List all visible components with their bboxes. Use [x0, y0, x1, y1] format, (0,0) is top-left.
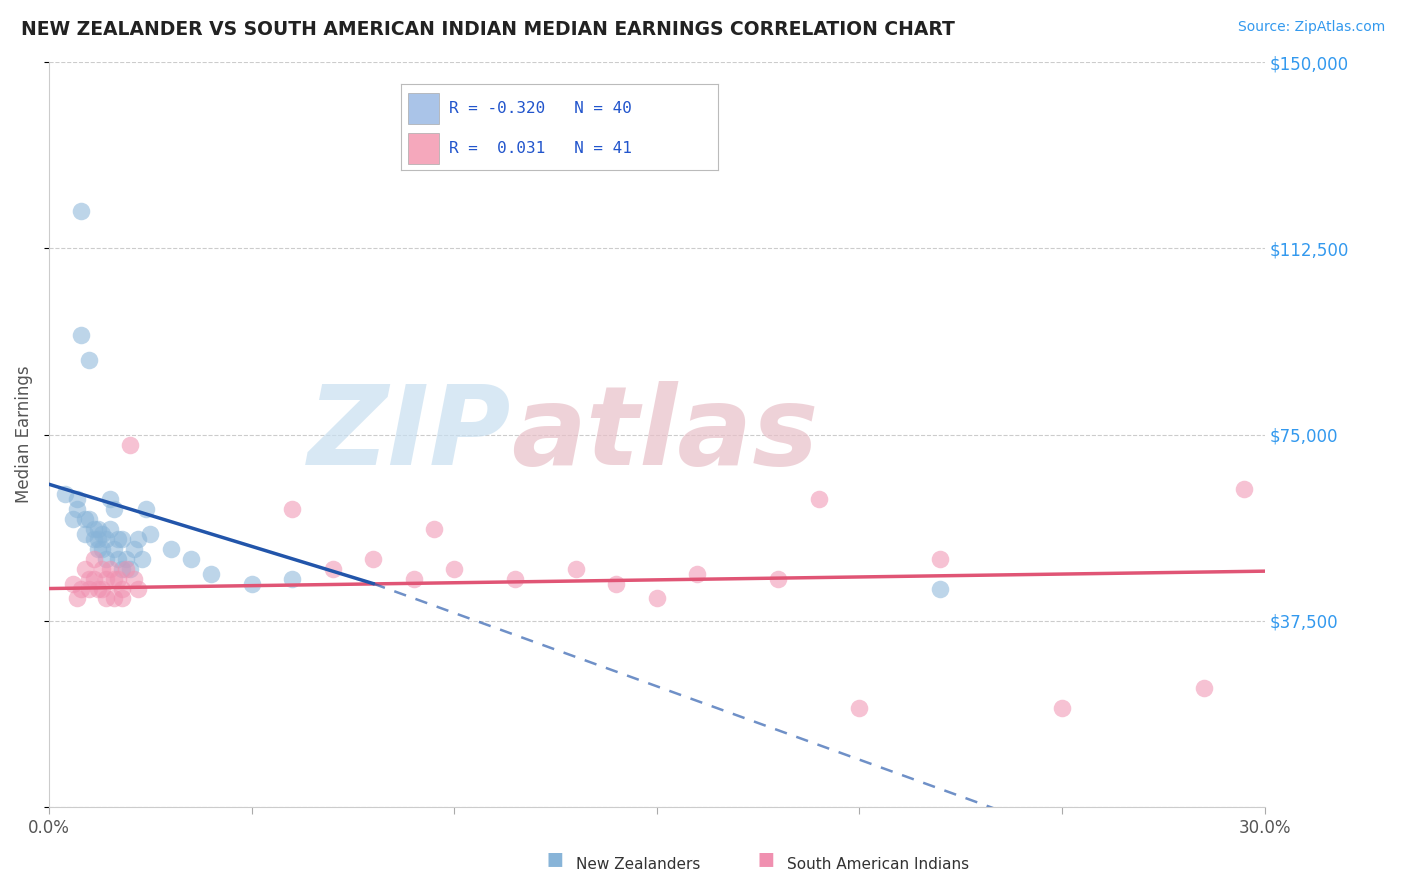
- Point: [686, 566, 709, 581]
- Point: [79, 353, 101, 368]
- Point: [139, 527, 162, 541]
- Point: [90, 527, 112, 541]
- Point: [66, 591, 89, 606]
- Point: [322, 562, 344, 576]
- Point: [1050, 700, 1073, 714]
- Point: [180, 551, 202, 566]
- Point: [118, 437, 141, 451]
- Text: South American Indians: South American Indians: [787, 857, 970, 872]
- Point: [111, 591, 134, 606]
- Y-axis label: Median Earnings: Median Earnings: [15, 366, 32, 503]
- Point: [645, 591, 668, 606]
- Point: [115, 551, 138, 566]
- Point: [103, 591, 125, 606]
- Point: [75, 562, 97, 576]
- Point: [111, 582, 134, 596]
- Point: [423, 522, 446, 536]
- Point: [79, 572, 101, 586]
- Text: NEW ZEALANDER VS SOUTH AMERICAN INDIAN MEDIAN EARNINGS CORRELATION CHART: NEW ZEALANDER VS SOUTH AMERICAN INDIAN M…: [21, 20, 955, 38]
- Point: [70, 204, 93, 219]
- Point: [929, 551, 952, 566]
- Point: [807, 492, 830, 507]
- Point: [1192, 681, 1215, 695]
- Point: [443, 562, 465, 576]
- Point: [240, 576, 263, 591]
- Point: [127, 582, 149, 596]
- Point: [111, 562, 134, 576]
- Point: [86, 541, 108, 556]
- Point: [103, 572, 125, 586]
- Point: [107, 551, 129, 566]
- Point: [83, 572, 105, 586]
- Point: [62, 512, 84, 526]
- Point: [75, 512, 97, 526]
- Point: [107, 532, 129, 546]
- Point: [768, 572, 790, 586]
- Point: [75, 527, 97, 541]
- Point: [83, 551, 105, 566]
- Point: [90, 541, 112, 556]
- Point: [98, 562, 121, 576]
- Point: [281, 502, 304, 516]
- Point: [86, 532, 108, 546]
- Point: [848, 700, 870, 714]
- Point: [86, 522, 108, 536]
- Point: [503, 572, 526, 586]
- Point: [94, 532, 117, 546]
- Text: atlas: atlas: [510, 381, 818, 488]
- Point: [281, 572, 304, 586]
- Point: [94, 572, 117, 586]
- Point: [66, 502, 89, 516]
- Point: [605, 576, 627, 591]
- Point: [118, 562, 141, 576]
- Point: [90, 582, 112, 596]
- Point: [66, 492, 89, 507]
- Point: [103, 502, 125, 516]
- Point: [70, 582, 93, 596]
- Point: [361, 551, 384, 566]
- Point: [122, 541, 145, 556]
- Text: ▪: ▪: [756, 845, 776, 872]
- Point: [929, 582, 952, 596]
- Point: [1233, 482, 1256, 496]
- Text: ZIP: ZIP: [308, 381, 510, 488]
- Point: [135, 502, 157, 516]
- Point: [83, 532, 105, 546]
- Point: [115, 562, 138, 576]
- Point: [127, 532, 149, 546]
- Text: New Zealanders: New Zealanders: [576, 857, 700, 872]
- Point: [131, 551, 153, 566]
- Point: [402, 572, 425, 586]
- Point: [122, 572, 145, 586]
- Point: [53, 487, 76, 501]
- Point: [90, 562, 112, 576]
- Point: [79, 582, 101, 596]
- Text: ▪: ▪: [546, 845, 565, 872]
- Point: [111, 532, 134, 546]
- Point: [83, 522, 105, 536]
- Point: [159, 541, 181, 556]
- Point: [62, 576, 84, 591]
- Point: [564, 562, 586, 576]
- Point: [94, 591, 117, 606]
- Point: [79, 512, 101, 526]
- Point: [103, 541, 125, 556]
- Point: [86, 582, 108, 596]
- Text: Source: ZipAtlas.com: Source: ZipAtlas.com: [1237, 20, 1385, 34]
- Point: [70, 328, 93, 343]
- Point: [107, 572, 129, 586]
- Point: [98, 522, 121, 536]
- Point: [98, 492, 121, 507]
- Point: [200, 566, 222, 581]
- Point: [94, 551, 117, 566]
